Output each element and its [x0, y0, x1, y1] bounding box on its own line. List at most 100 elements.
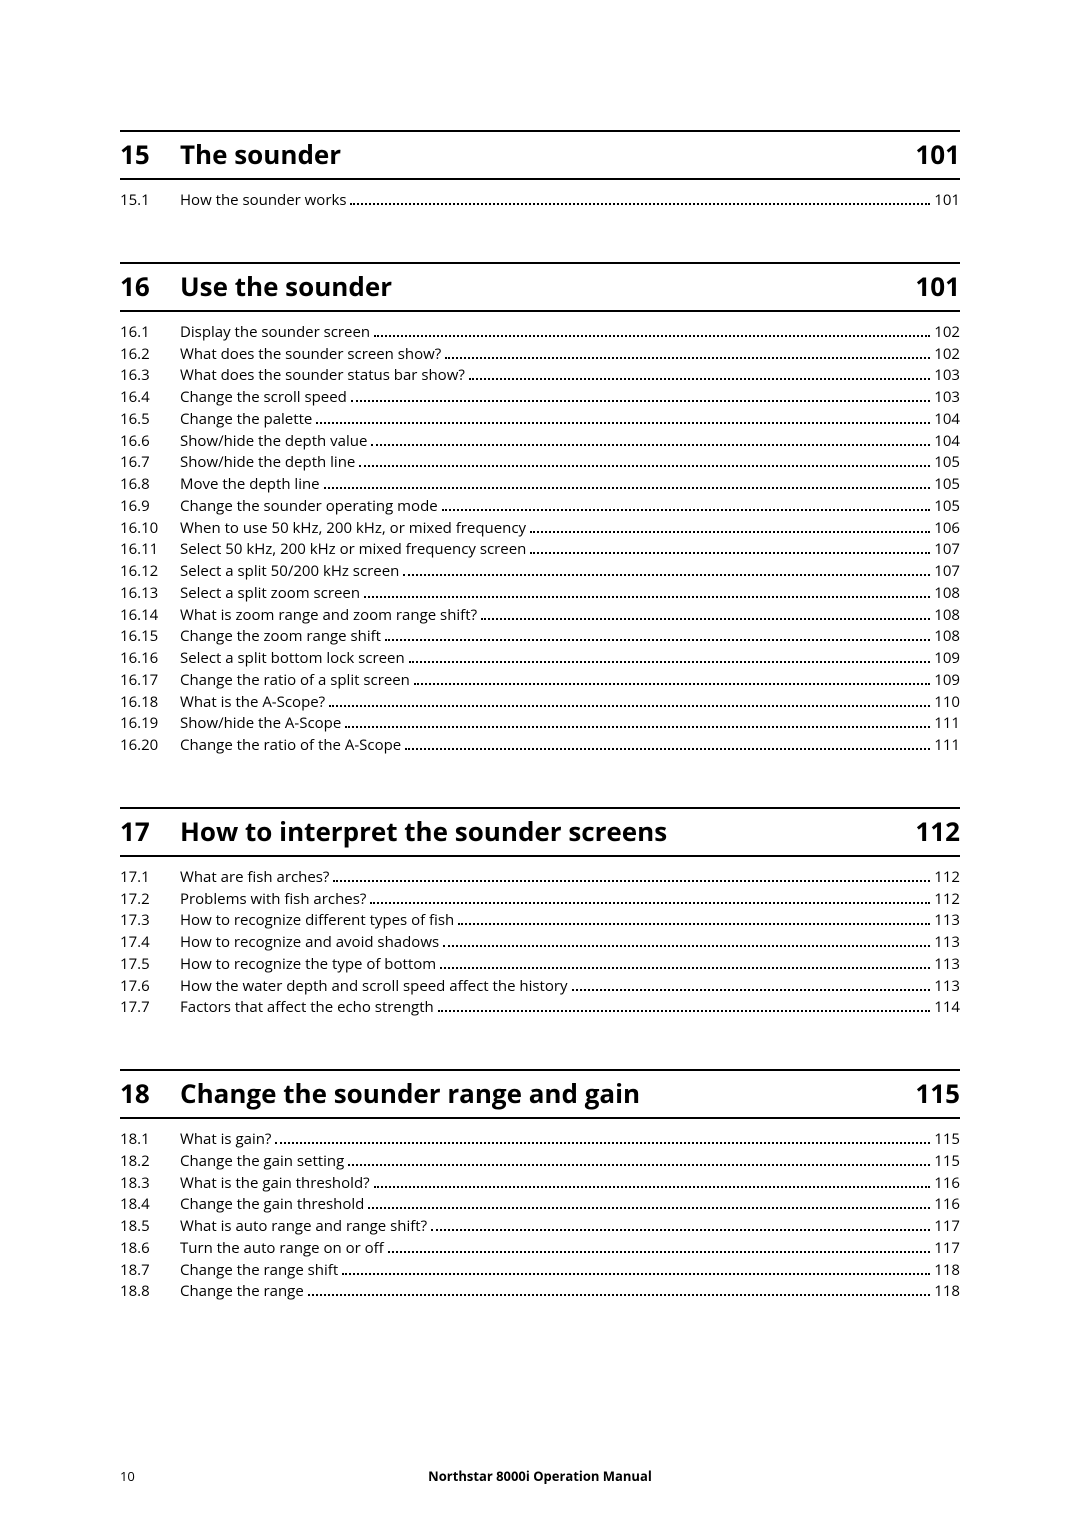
entry-title: Change the gain threshold: [180, 1194, 364, 1216]
entry-title: Change the palette: [180, 409, 312, 431]
dot-leader: [443, 934, 930, 948]
entry-number: 18.4: [120, 1194, 180, 1216]
entry-title: Select a split 50/200 kHz screen: [180, 561, 399, 583]
chapter-entries: 16.1Display the sounder screen10216.2Wha…: [120, 322, 960, 757]
entry-number: 16.5: [120, 409, 180, 431]
dot-leader: [371, 432, 930, 446]
entry-number: 16.4: [120, 387, 180, 409]
entry-number: 17.4: [120, 932, 180, 954]
entry-number: 18.1: [120, 1129, 180, 1151]
entry-page: 106: [934, 518, 960, 540]
entry-title: Change the ratio of the A-Scope: [180, 735, 401, 757]
entry-page: 113: [934, 954, 960, 976]
entry-number: 18.2: [120, 1151, 180, 1173]
entry-number: 16.6: [120, 431, 180, 453]
entry-page: 114: [934, 997, 960, 1019]
entry-page: 112: [934, 867, 960, 889]
entry-page: 108: [934, 583, 960, 605]
toc-entry: 18.7Change the range shift118: [120, 1260, 960, 1282]
entry-title: Show/hide the depth line: [180, 452, 355, 474]
chapter-header: 18Change the sounder range and gain115: [120, 1069, 960, 1119]
entry-title: Select 50 kHz, 200 kHz or mixed frequenc…: [180, 539, 526, 561]
page-footer: 10 Northstar 8000i Operation Manual: [0, 1467, 1080, 1485]
entry-number: 17.6: [120, 976, 180, 998]
entry-number: 16.11: [120, 539, 180, 561]
entry-title: When to use 50 kHz, 200 kHz, or mixed fr…: [180, 518, 526, 540]
chapter-number: 18: [120, 1075, 180, 1111]
table-of-contents: 15The sounder10115.1How the sounder work…: [120, 130, 960, 1303]
entry-title: What does the sounder screen show?: [180, 344, 441, 366]
dot-leader: [348, 1152, 930, 1166]
dot-leader: [351, 389, 930, 403]
entry-title: How to recognize and avoid shadows: [180, 932, 439, 954]
entry-title: Move the depth line: [180, 474, 320, 496]
chapter-entries: 18.1What is gain?11518.2Change the gain …: [120, 1129, 960, 1303]
dot-leader: [324, 476, 931, 490]
entry-number: 16.19: [120, 713, 180, 735]
entry-number: 16.15: [120, 626, 180, 648]
toc-entry: 18.2Change the gain setting115: [120, 1151, 960, 1173]
entry-page: 113: [934, 976, 960, 998]
chapter-page: 101: [915, 268, 960, 304]
dot-leader: [405, 737, 930, 751]
entry-page: 101: [934, 190, 960, 212]
chapter-page: 101: [915, 136, 960, 172]
entry-title: Change the range: [180, 1281, 304, 1303]
entry-title: How to recognize different types of fish: [180, 910, 454, 932]
toc-entry: 17.4How to recognize and avoid shadows11…: [120, 932, 960, 954]
dot-leader: [440, 955, 930, 969]
entry-number: 16.9: [120, 496, 180, 518]
entry-page: 117: [934, 1216, 960, 1238]
chapter-header: 16Use the sounder101: [120, 262, 960, 312]
entry-page: 108: [934, 605, 960, 627]
entry-number: 17.7: [120, 997, 180, 1019]
entry-title: What is gain?: [180, 1129, 271, 1151]
toc-entry: 16.8Move the depth line105: [120, 474, 960, 496]
toc-entry: 16.5Change the palette104: [120, 409, 960, 431]
toc-entry: 16.15Change the zoom range shift108: [120, 626, 960, 648]
entry-number: 18.6: [120, 1238, 180, 1260]
dot-leader: [364, 584, 930, 598]
toc-entry: 16.20Change the ratio of the A-Scope111: [120, 735, 960, 757]
chapter-entries: 17.1What are fish arches?11217.2Problems…: [120, 867, 960, 1019]
entry-page: 111: [934, 735, 960, 757]
dot-leader: [469, 367, 930, 381]
entry-number: 16.10: [120, 518, 180, 540]
entry-page: 105: [934, 452, 960, 474]
dot-leader: [342, 1261, 930, 1275]
dot-leader: [388, 1239, 930, 1253]
entry-number: 18.3: [120, 1173, 180, 1195]
entry-page: 117: [934, 1238, 960, 1260]
dot-leader: [438, 999, 931, 1013]
toc-entry: 16.2What does the sounder screen show?10…: [120, 344, 960, 366]
entry-title: What is the A-Scope?: [180, 692, 325, 714]
entry-number: 17.5: [120, 954, 180, 976]
dot-leader: [385, 628, 930, 642]
toc-chapter: 15The sounder10115.1How the sounder work…: [120, 130, 960, 212]
toc-entry: 17.7Factors that affect the echo strengt…: [120, 997, 960, 1019]
toc-entry: 16.4Change the scroll speed103: [120, 387, 960, 409]
dot-leader: [458, 912, 930, 926]
entry-number: 16.17: [120, 670, 180, 692]
toc-chapter: 17How to interpret the sounder screens11…: [120, 807, 960, 1019]
toc-entry: 16.7Show/hide the depth line105: [120, 452, 960, 474]
entry-title: Change the sounder operating mode: [180, 496, 438, 518]
dot-leader: [442, 497, 931, 511]
toc-entry: 16.1Display the sounder screen102: [120, 322, 960, 344]
dot-leader: [308, 1283, 931, 1297]
toc-entry: 18.8Change the range118: [120, 1281, 960, 1303]
entry-number: 17.1: [120, 867, 180, 889]
entry-number: 16.16: [120, 648, 180, 670]
entry-page: 109: [934, 648, 960, 670]
entry-number: 16.2: [120, 344, 180, 366]
chapter-page: 112: [915, 813, 960, 849]
toc-entry: 17.1What are fish arches?112: [120, 867, 960, 889]
dot-leader: [431, 1218, 930, 1232]
dot-leader: [414, 671, 930, 685]
toc-entry: 16.10When to use 50 kHz, 200 kHz, or mix…: [120, 518, 960, 540]
footer-manual-title: Northstar 8000i Operation Manual: [0, 1467, 1080, 1485]
dot-leader: [572, 977, 931, 991]
chapter-title: How to interpret the sounder screens: [180, 813, 915, 849]
dot-leader: [445, 345, 930, 359]
dot-leader: [316, 410, 930, 424]
